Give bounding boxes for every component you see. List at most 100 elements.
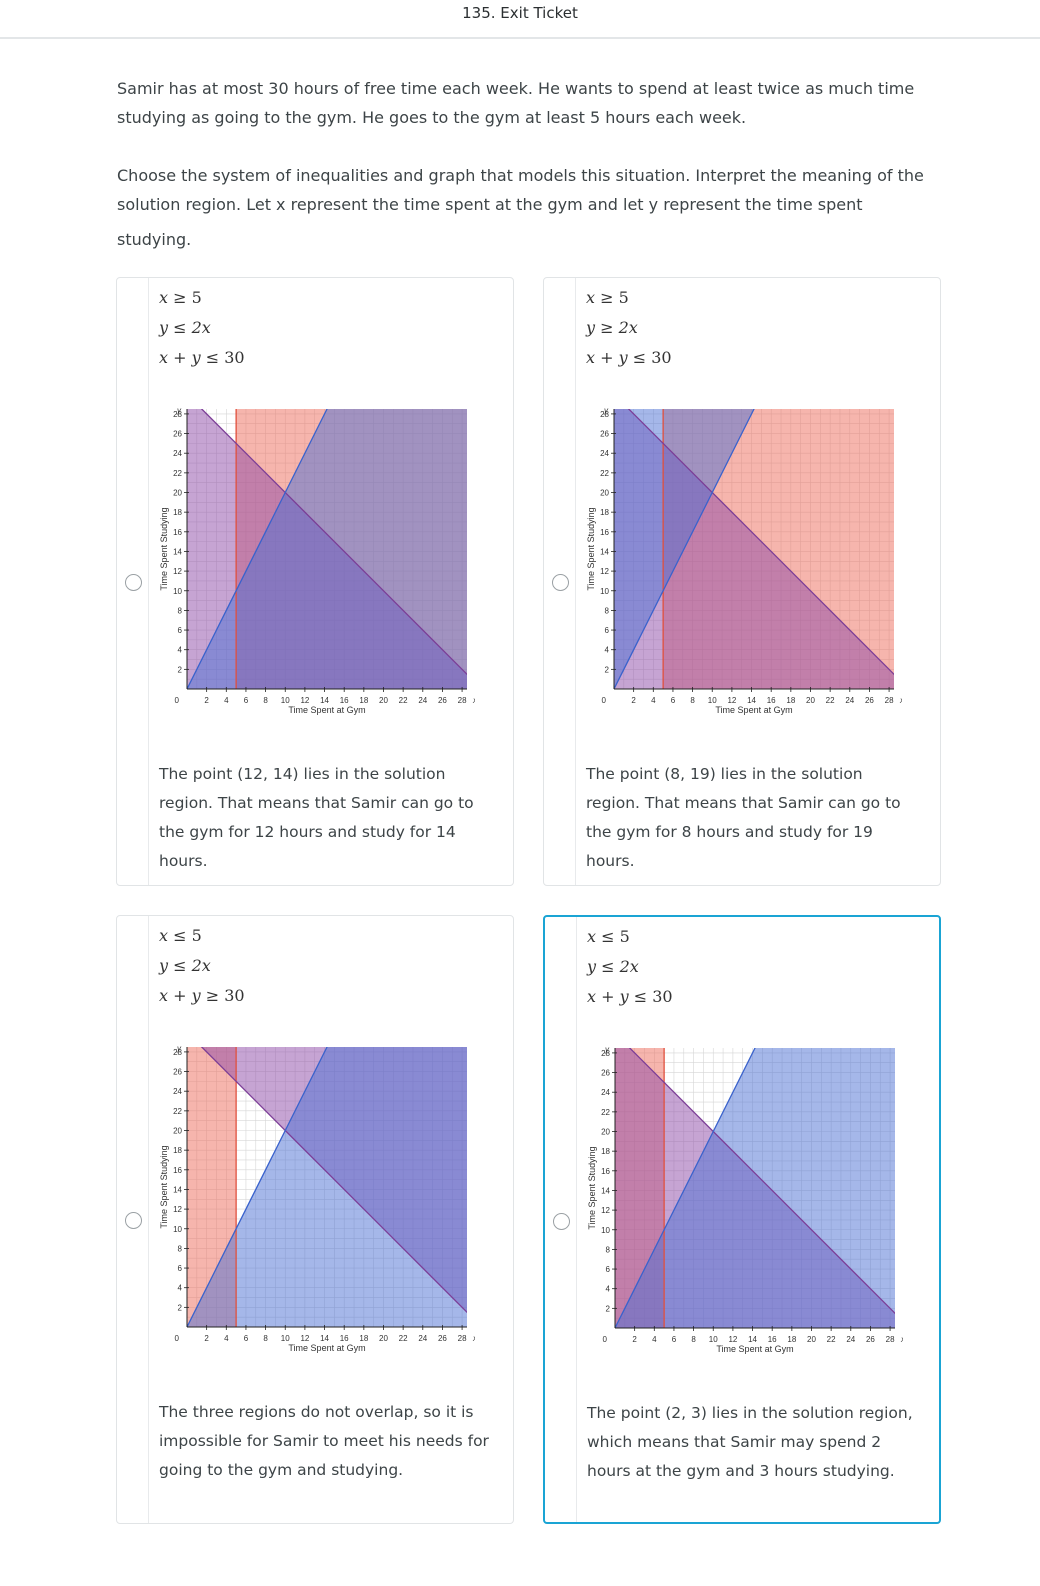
radio-button[interactable] xyxy=(125,574,142,591)
inequality-lhs: x xyxy=(586,288,596,307)
y-tick-label: 18 xyxy=(601,1147,610,1156)
x-tick-label: 22 xyxy=(399,1334,408,1343)
inequality-operator: ≤ xyxy=(596,957,620,976)
x-axis-letter: x xyxy=(900,1335,903,1344)
x-tick-label: 10 xyxy=(281,1334,290,1343)
x-tick-label: 28 xyxy=(458,1334,467,1343)
y-tick-label: 16 xyxy=(173,1166,182,1175)
page-title: 135. Exit Ticket xyxy=(462,4,578,22)
y-tick-label: 10 xyxy=(600,587,609,596)
inequality-lhs: x + y xyxy=(159,348,201,367)
boundary-x-plus-y-30 xyxy=(628,1048,895,1315)
x-tick-label: 2 xyxy=(631,696,636,705)
inequality-rhs: 2x xyxy=(191,318,211,337)
y-tick-label: 6 xyxy=(605,626,610,635)
inequality-graph: 2 4 6 8 10 12 14 16 18 20 22 24 26 282468101214161820… xyxy=(587,1045,906,1354)
x-axis-title: Time Spent at Gym xyxy=(288,705,365,715)
y-tick-label: 2 xyxy=(605,665,610,674)
inequality-1: x ≤ 5 xyxy=(159,926,202,945)
question-line-3: studying. xyxy=(117,230,192,249)
x-tick-label: 8 xyxy=(263,696,268,705)
x-tick-label: 14 xyxy=(320,696,329,705)
origin-label: 0 xyxy=(603,1335,608,1344)
inequality-operator: ≤ xyxy=(628,987,653,1006)
inequality-operator: ≥ xyxy=(200,986,225,1005)
inequality-rhs: 2x xyxy=(619,957,639,976)
y-tick-label: 12 xyxy=(601,1206,610,1215)
y-tick-label: 8 xyxy=(605,606,610,615)
radio-button[interactable] xyxy=(552,574,569,591)
x-tick-label: 26 xyxy=(438,1334,447,1343)
y-axis-letter: y xyxy=(176,1044,182,1053)
y-tick-label: 14 xyxy=(173,1185,182,1194)
x-tick-label: 16 xyxy=(340,696,349,705)
x-tick-label: 28 xyxy=(885,696,894,705)
y-tick-label: 14 xyxy=(601,1186,610,1195)
radio-button[interactable] xyxy=(553,1213,570,1230)
x-tick-label: 16 xyxy=(340,1334,349,1343)
x-tick-label: 18 xyxy=(786,696,795,705)
x-tick-label: 6 xyxy=(244,696,249,705)
y-tick-label: 22 xyxy=(173,1107,182,1116)
x-tick-label: 22 xyxy=(827,1335,836,1344)
inequality-operator: ≤ xyxy=(627,348,652,367)
y-tick-label: 12 xyxy=(173,1205,182,1214)
inequality-rhs: 2x xyxy=(618,318,638,337)
inequality-operator: ≤ xyxy=(596,927,620,946)
y-tick-label: 8 xyxy=(606,1245,611,1254)
y-tick-label: 24 xyxy=(600,449,609,458)
x-axis-title: Time Spent at Gym xyxy=(288,1343,365,1353)
inequality-lhs: x xyxy=(587,927,597,946)
y-tick-label: 24 xyxy=(173,1087,182,1096)
y-tick-label: 4 xyxy=(178,1284,183,1293)
origin-label: 0 xyxy=(602,696,607,705)
inequality-lhs: y xyxy=(159,956,169,975)
y-tick-label: 16 xyxy=(173,528,182,537)
radio-button[interactable] xyxy=(125,1212,142,1229)
x-tick-label: 2 xyxy=(204,696,209,705)
inequality-operator: ≤ xyxy=(168,926,192,945)
region-y-2x xyxy=(187,1047,467,1327)
inequality-1: x ≥ 5 xyxy=(586,288,629,307)
inequality-operator: ≥ xyxy=(595,318,619,337)
graph-container: 2 4 6 8 10 12 14 16 18 20 22 24 26 28 2 4 6 8 10 12 14 16 18 20… xyxy=(155,1041,478,1365)
boundary-y-2x xyxy=(187,409,328,689)
choice-description: The point (8, 19) lies in the solution r… xyxy=(586,765,901,870)
x-tick-label: 20 xyxy=(807,1335,816,1344)
inequality-lhs: y xyxy=(159,318,169,337)
y-tick-label: 12 xyxy=(600,567,609,576)
y-tick-label: 26 xyxy=(601,1069,610,1078)
inequality-rhs: 5 xyxy=(191,288,202,307)
question-line-2: solution region. Let x represent the tim… xyxy=(117,195,863,214)
region-y-2x xyxy=(187,409,467,689)
y-axis-title: Time Spent Studying xyxy=(159,507,169,590)
x-tick-label: 24 xyxy=(418,696,427,705)
y-tick-label: 8 xyxy=(178,1244,183,1253)
x-tick-label: 6 xyxy=(244,1334,249,1343)
y-tick-label: 14 xyxy=(173,547,182,556)
inequality-rhs: 30 xyxy=(224,986,245,1005)
y-tick-label: 8 xyxy=(178,606,183,615)
y-tick-label: 26 xyxy=(600,430,609,439)
x-tick-label: 20 xyxy=(806,696,815,705)
x-tick-label: 16 xyxy=(767,696,776,705)
y-axis-letter: y xyxy=(603,406,609,415)
y-axis-title: Time Spent Studying xyxy=(587,1146,597,1229)
choice-description: The point (2, 3) lies in the solution re… xyxy=(587,1404,913,1480)
x-tick-label: 20 xyxy=(379,696,388,705)
choice-description: The point (12, 14) lies in the solution … xyxy=(159,765,474,870)
x-axis-title: Time Spent at Gym xyxy=(716,1344,793,1354)
y-tick-label: 4 xyxy=(605,646,610,655)
header-bar: 135. Exit Ticket xyxy=(0,0,1040,39)
y-tick-label: 16 xyxy=(601,1167,610,1176)
x-tick-label: 10 xyxy=(281,696,290,705)
x-tick-label: 14 xyxy=(747,696,756,705)
y-tick-label: 24 xyxy=(173,449,182,458)
x-tick-label: 16 xyxy=(768,1335,777,1344)
boundary-x-plus-y-30 xyxy=(200,1047,467,1314)
inequality-2: y ≤ 2x xyxy=(587,957,639,976)
